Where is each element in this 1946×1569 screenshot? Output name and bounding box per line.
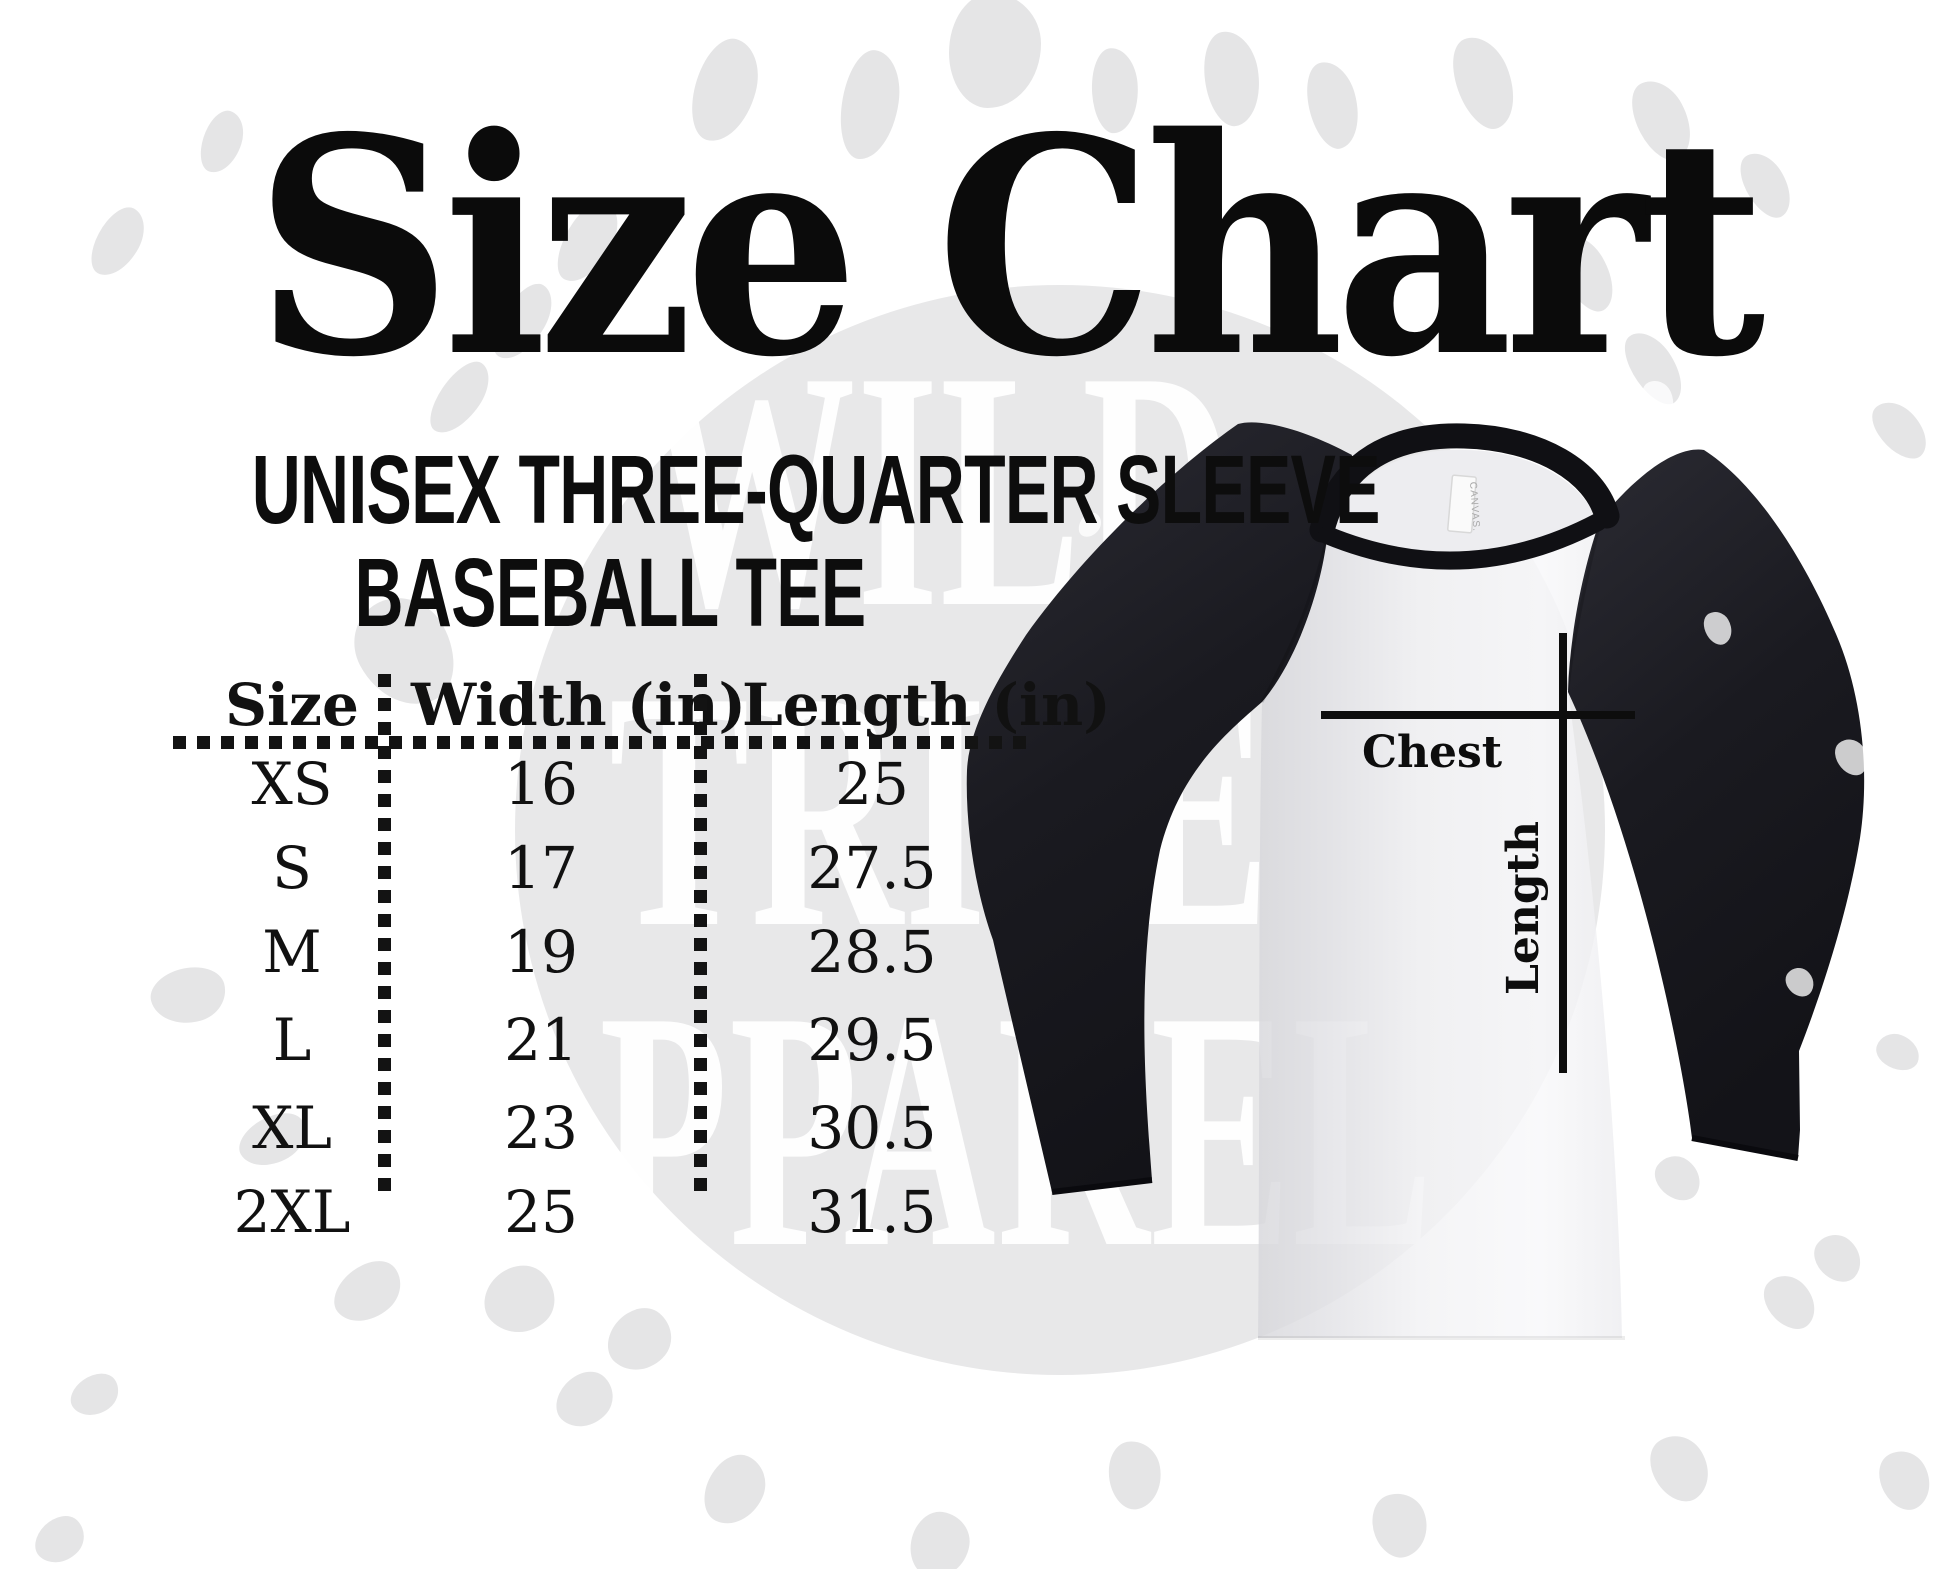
table-row-width: 16: [504, 750, 578, 818]
table-row-width: 21: [504, 1006, 578, 1074]
subtitle-line-1: UNISEX THREE-QUARTER SLEEVE: [251, 435, 1381, 544]
table-row-size: XL: [252, 1094, 332, 1162]
table-row-length: 31.5: [807, 1178, 937, 1246]
raglan-seam-left: [1260, 536, 1329, 703]
paint-daub: [323, 1248, 413, 1336]
table-row-width: 23: [504, 1094, 578, 1162]
column-header-width: Width (in): [411, 671, 746, 739]
paint-daub: [694, 1445, 776, 1535]
paint-daub: [546, 1360, 624, 1440]
length-label: Length: [1498, 821, 1549, 995]
length-measure-line: [1559, 633, 1567, 1073]
table-row-width: 17: [504, 834, 578, 902]
column-header-size: Size: [225, 671, 359, 739]
paint-daub: [1103, 1437, 1167, 1513]
table-row-length: 27.5: [807, 834, 937, 902]
paint-daub: [905, 1507, 975, 1569]
raglan-seam-right: [1566, 521, 1602, 691]
right-cuff-seam: [1691, 1135, 1799, 1161]
tee-right-sleeve: [1568, 449, 1865, 1158]
paint-daub: [1869, 1442, 1941, 1518]
table-row-size: XS: [251, 750, 333, 818]
paint-daub: [471, 1251, 569, 1349]
dotted-rule-vertical-2: [694, 674, 707, 1198]
tee-body: [1258, 522, 1622, 1338]
paint-daub: [1363, 1485, 1437, 1565]
table-row-size: 2XL: [233, 1178, 351, 1246]
paint-daub: [1638, 1424, 1722, 1512]
table-row-size: L: [272, 1006, 312, 1074]
column-header-length: Length (in): [742, 671, 1111, 739]
left-cuff-seam: [1051, 1177, 1153, 1195]
product-subtitle: UNISEX THREE-QUARTER SLEEVE BASEBALL TEE: [10, 435, 1381, 647]
chest-label: Chest: [1362, 727, 1503, 778]
dotted-rule-vertical-1: [378, 674, 391, 1198]
paint-daub: [596, 1296, 684, 1384]
collar-back-band: [1309, 423, 1620, 543]
paint-daub: [26, 1506, 94, 1569]
table-row-length: 28.5: [807, 918, 937, 986]
table-row-length: 30.5: [807, 1094, 937, 1162]
tee-left-sleeve: [966, 422, 1352, 1192]
paint-daub: [63, 1365, 127, 1425]
table-row-width: 25: [504, 1178, 578, 1246]
neck-tag: [1447, 474, 1477, 534]
subtitle-line-2: BASEBALL TEE: [354, 538, 867, 647]
chest-measure-line: [1321, 711, 1635, 719]
table-row-length: 29.5: [807, 1006, 937, 1074]
neck-tag-text: CANVAS.: [1467, 481, 1481, 532]
table-row-size: M: [262, 918, 322, 986]
collar-front-band: [1318, 513, 1607, 570]
table-row-width: 19: [504, 918, 578, 986]
table-row-length: 25: [835, 750, 909, 818]
table-row-size: S: [272, 834, 312, 902]
page-title: Size Chart: [254, 73, 1765, 423]
